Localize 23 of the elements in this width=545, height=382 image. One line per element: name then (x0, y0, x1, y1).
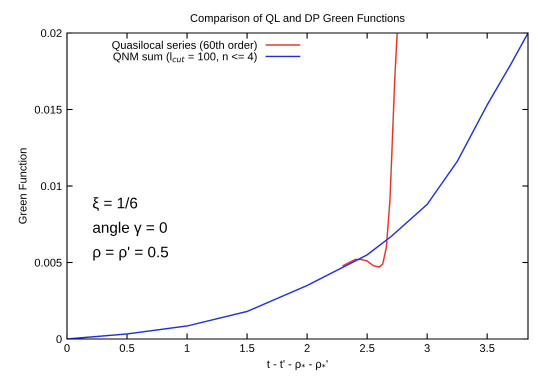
annotation: ξ = 1/6 (92, 197, 138, 211)
annotation: angle γ = 0 (93, 222, 167, 236)
x-axis-title: t - t' - ρ$_{*}$ - ρ$_{*}$' (267, 360, 328, 370)
y-axis-title: Green Function (18, 148, 27, 224)
chart-title: Comparison of QL and DP Green Functions (190, 14, 405, 24)
y-tick-label: 0 (56, 335, 62, 344)
x-tick-label: 3.5 (480, 344, 494, 352)
y-tick-label: 0.015 (34, 106, 62, 114)
x-tick-label: 1 (184, 344, 190, 352)
y-tick-label: 0.02 (40, 29, 62, 38)
x-tick-label: 2.5 (360, 344, 374, 352)
annotation: ρ = ρ' = 0.5 (93, 246, 168, 260)
x-tick-label: 0.5 (120, 344, 134, 352)
y-tick-label: 0.005 (34, 258, 62, 267)
line-series (67, 33, 528, 339)
x-tick-label: 3 (424, 344, 430, 352)
x-tick-label: 1.5 (240, 344, 254, 352)
y-tick-label: 0.01 (40, 182, 62, 190)
x-tick-label: 2 (304, 344, 310, 352)
legend-label: Quasilocal series (60th order) (112, 40, 257, 52)
legend-label: QNM sum (l$_{cut}$ = 100, n <= 4) (113, 52, 257, 63)
line-series (342, 33, 398, 268)
x-tick-label: 0 (64, 344, 70, 352)
